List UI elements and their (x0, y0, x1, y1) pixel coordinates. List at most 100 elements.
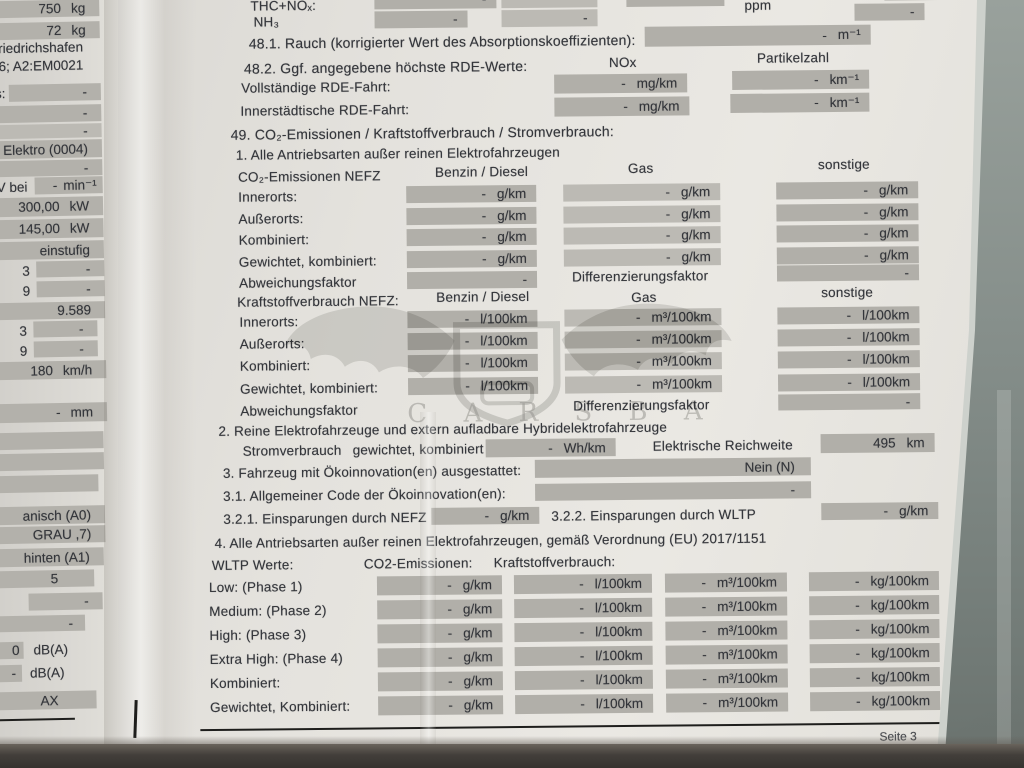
label-stromverbrauch: Stromverbrauch (242, 442, 342, 459)
field: - g/km (406, 184, 537, 204)
field: - l/100km (514, 669, 653, 691)
column-header-sonstige: sonstige (817, 156, 870, 173)
row-label: High: (Phase 3) (209, 627, 307, 644)
table-edge-highlight (997, 390, 1011, 768)
row-label: Kombiniert: (209, 675, 281, 692)
row-label: Gewichtet, Kombiniert: (210, 698, 351, 716)
section-4-title: 4. Alle Antriebsarten außer reinen Elekt… (214, 530, 767, 551)
field: -m³/100km (665, 596, 788, 617)
field-thc-2: - (501, 0, 598, 9)
field-einsparungen-nefz: - g/km (431, 506, 540, 525)
field: - l/100km (777, 350, 920, 369)
field: - g/km (377, 647, 503, 668)
field-nh3-2: - (501, 9, 598, 28)
field: - l/100km (513, 573, 653, 595)
field: - g/km (776, 203, 919, 222)
field: - g/km (776, 246, 919, 265)
label-einsparungen-wltp: 3.2.2. Einsparungen durch WLTP (551, 506, 757, 524)
field: - g/km (378, 695, 504, 716)
field: - g/km (563, 205, 721, 224)
field: - kg/100km (809, 619, 940, 640)
shield-icon (452, 321, 561, 427)
field: - l/100km (514, 597, 653, 619)
field-rde-urban-pn: - km⁻¹ (730, 92, 870, 113)
field-oekoinnovation: Nein (N) (534, 457, 811, 478)
paper-crease (420, 412, 436, 768)
label-rde-urban: Innerstädtische RDE-Fahrt: (240, 102, 410, 119)
section-49-title: 49. CO₂-Emissionen / Kraftstoffverbrauch… (230, 123, 614, 143)
field: - l/100km (514, 621, 653, 643)
label-gewichtet-kombiniert: gewichtet, kombiniert (352, 441, 484, 458)
field: - g/km (563, 226, 721, 245)
field: - l/100km (777, 373, 921, 392)
section-49-sub1: 1. Alle Antriebsarten außer reinen Elekt… (235, 144, 560, 163)
field: - g/km (377, 599, 503, 620)
field: -m³/100km (665, 620, 788, 641)
field-rde-urban-nox: - mg/km (554, 96, 690, 117)
label-oekoinnovation: 3. Fahrzeug mit Ökoinnovation(en) ausges… (222, 463, 522, 481)
label-rde-full: Vollständige RDE-Fahrt: (241, 79, 391, 96)
field: - g/km (376, 575, 503, 596)
label-48-1-rauch: 48.1. Rauch (korrigierter Wert des Absor… (248, 31, 636, 52)
label-elektrische-reichweite: Elektrische Reichweite (652, 437, 793, 454)
field-nh3-1: - (374, 10, 468, 29)
row-label: Außerorts: (238, 211, 304, 227)
bat-wing-right-icon (561, 303, 732, 377)
table-edge-dark-band (0, 744, 1024, 768)
field: - kg/100km (809, 643, 940, 664)
field: - g/km (377, 623, 503, 644)
footer-rule (200, 721, 946, 732)
row-label: Innerorts: (238, 189, 298, 205)
field-einsparungen-wltp: - g/km (821, 502, 939, 521)
co2-nefz-header: CO₂-Emissionen NEFZ (237, 168, 381, 185)
field-thc-3: - (626, 0, 725, 7)
label-nh3: NH₃ (253, 14, 280, 30)
field: - l/100km (514, 645, 653, 667)
field: - g/km (563, 183, 721, 202)
field: - kg/100km (808, 571, 940, 592)
field: - kg/100km (810, 691, 941, 712)
column-header-sonstige: sonstige (821, 284, 874, 301)
field: - l/100km (777, 328, 920, 347)
field: -m³/100km (666, 692, 789, 713)
car-icon (480, 380, 535, 406)
field: - kg/100km (809, 595, 940, 616)
field-rde-full-pn: - km⁻¹ (732, 69, 870, 90)
field-absorption: - m⁻¹ (644, 24, 871, 47)
field: - l/100km (515, 693, 654, 715)
wltp-werte-header: WLTP Werte: (211, 557, 294, 573)
field-diff-sonstige: - (778, 393, 921, 411)
label-einsparungen-nefz: 3.2.1. Einsparungen durch NEFZ (223, 509, 427, 527)
field-rde-full-nox: - mg/km (554, 73, 688, 94)
field-thc-1: - (374, 0, 497, 10)
field: - kg/100km (809, 667, 940, 688)
label-oeko-code: 3.1. Allgemeiner Code der Ökoinnovation(… (223, 486, 506, 504)
field: -m³/100km (665, 668, 788, 689)
label-thc-nox: THC+NOₓ: (250, 0, 317, 14)
column-header-gas: Gas (627, 160, 654, 176)
paper-bottom-shadow (0, 736, 1024, 745)
row-label: Medium: (Phase 2) (209, 602, 327, 620)
watermark-letters: C A R S B A (407, 396, 717, 429)
field: - g/km (776, 181, 919, 200)
co2-emissionen-header: CO2-Emissionen: (363, 555, 473, 572)
label-48-2-rde: 48.2. Ggf. angegebene höchste RDE-Werte: (243, 57, 528, 77)
field: -m³/100km (664, 572, 788, 593)
column-header-nox: NOx (608, 54, 637, 71)
field: - g/km (406, 206, 537, 226)
row-label: Low: (Phase 1) (208, 579, 303, 596)
field: - g/km (776, 224, 919, 243)
field-diff-sonstige: - (776, 264, 920, 282)
field: - g/km (377, 671, 503, 692)
carsba-watermark-logo: C A R S B A (284, 303, 732, 429)
paper-fold (104, 0, 196, 768)
bat-wing-left-icon (284, 306, 455, 378)
row-label: Extra High: (Phase 4) (209, 650, 344, 668)
column-header-partikelzahl: Partikelzahl (756, 50, 830, 66)
column-header-benzin-diesel: Benzin / Diesel (434, 163, 529, 180)
unit-ppm: ppm (744, 0, 772, 13)
kraftstoffverbrauch-header: Kraftstoffverbrauch: (493, 554, 616, 571)
field: - g/km (406, 227, 537, 247)
